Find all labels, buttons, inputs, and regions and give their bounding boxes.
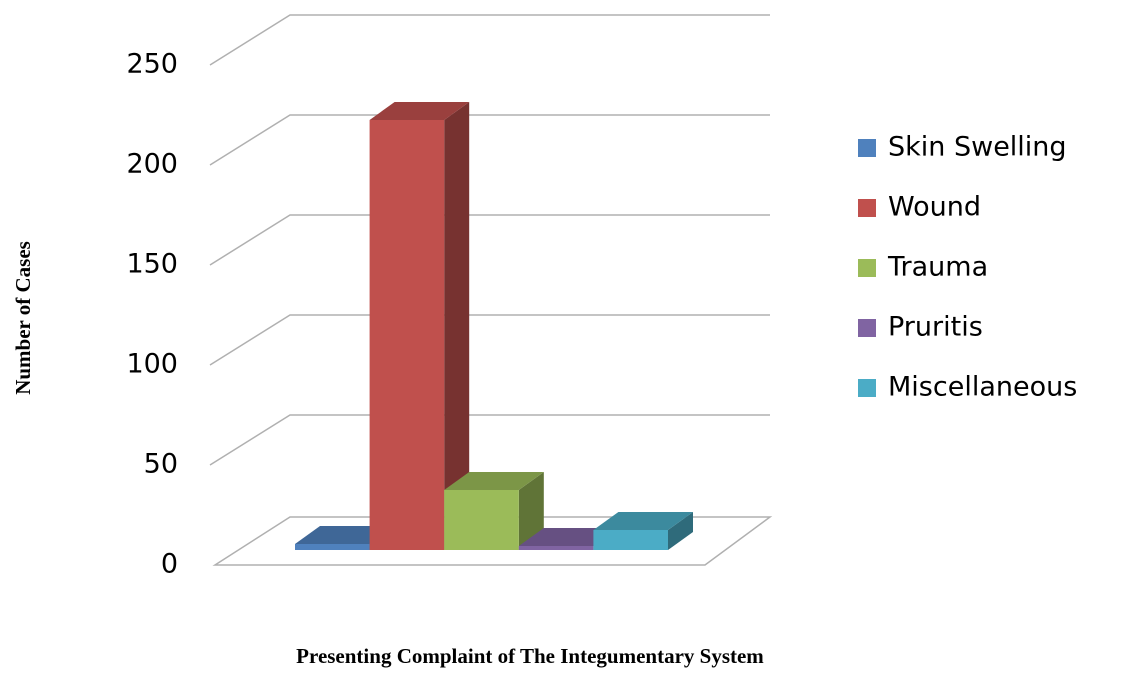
y-tick-label: 0	[161, 549, 178, 580]
bar	[369, 120, 445, 550]
bar-top	[369, 102, 470, 120]
bar	[295, 544, 370, 550]
bar	[444, 490, 519, 550]
bar	[593, 530, 668, 550]
grid-line	[209, 14, 770, 66]
legend-label: Skin Swelling	[888, 132, 1067, 163]
x-axis-title: Presenting Complaint of The Integumentar…	[296, 644, 764, 668]
bar-side	[518, 472, 544, 550]
legend-label: Trauma	[887, 252, 988, 283]
legend-swatch	[858, 259, 876, 277]
y-tick-label: 200	[126, 149, 178, 180]
bar-side	[444, 102, 470, 550]
grid-line	[209, 314, 770, 366]
bar	[518, 546, 594, 550]
grid-line	[209, 214, 770, 266]
y-axis-title: Number of Cases	[11, 241, 35, 395]
y-tick-label: 100	[126, 349, 178, 380]
legend-swatch	[858, 199, 876, 217]
legend-swatch	[858, 319, 876, 337]
legend-swatch	[858, 139, 876, 157]
y-tick-label: 150	[126, 249, 178, 280]
legend-label: Miscellaneous	[888, 372, 1077, 403]
legend-swatch	[858, 379, 876, 397]
bar-top	[593, 512, 693, 530]
bar-top	[444, 472, 544, 490]
grid-line	[209, 114, 770, 166]
floor	[212, 516, 773, 566]
legend-label: Pruritis	[888, 312, 983, 343]
y-tick-label: 50	[144, 449, 178, 480]
bar-side	[668, 512, 693, 550]
legend-label: Wound	[888, 192, 981, 223]
y-tick-label: 250	[126, 49, 178, 80]
grid-line	[209, 414, 770, 466]
